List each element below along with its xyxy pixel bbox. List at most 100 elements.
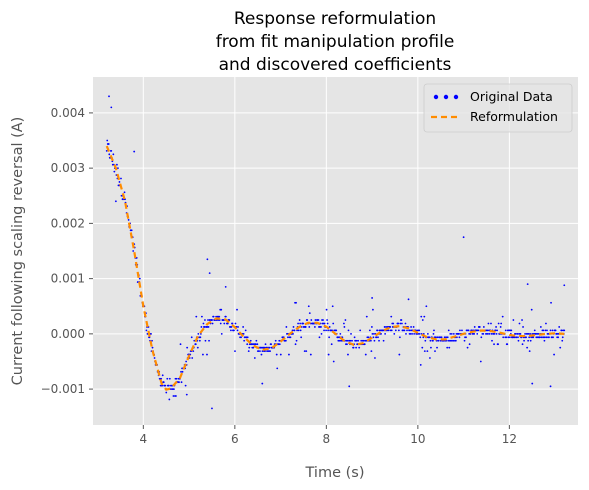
data-point	[242, 326, 245, 328]
data-point	[373, 339, 376, 342]
x-axis-ticks: 4 6 8 10 12	[140, 425, 517, 446]
data-point	[145, 329, 148, 332]
data-point	[385, 326, 388, 328]
data-point	[204, 339, 207, 342]
data-point	[168, 398, 171, 401]
data-point	[108, 95, 110, 98]
data-point	[153, 357, 156, 359]
data-point	[422, 336, 425, 339]
data-point	[355, 339, 358, 342]
data-point	[371, 297, 373, 299]
data-point	[294, 343, 297, 346]
data-point	[323, 329, 325, 332]
data-point	[549, 329, 552, 332]
data-point	[355, 346, 358, 349]
data-point	[138, 277, 141, 280]
data-point	[192, 350, 195, 353]
data-point	[469, 332, 472, 335]
data-point	[191, 357, 194, 359]
data-point	[247, 350, 250, 353]
data-point	[353, 336, 356, 339]
data-point	[264, 343, 267, 346]
data-point	[173, 388, 175, 390]
data-point	[429, 357, 431, 359]
data-point	[524, 332, 526, 335]
data-point	[246, 336, 249, 339]
data-point	[368, 329, 371, 332]
data-point	[308, 312, 311, 315]
data-point	[432, 332, 435, 335]
data-point	[224, 315, 227, 318]
data-point	[497, 343, 500, 346]
data-point	[519, 332, 522, 335]
data-point	[331, 305, 334, 308]
data-point	[476, 332, 479, 335]
data-point	[515, 336, 518, 339]
data-point	[195, 315, 198, 318]
data-point	[207, 326, 210, 328]
data-point	[526, 346, 529, 349]
data-point	[505, 336, 508, 339]
data-point	[292, 326, 295, 328]
data-point	[546, 329, 548, 332]
data-point	[309, 353, 312, 356]
data-point	[428, 336, 431, 339]
data-point	[181, 370, 184, 373]
data-point	[493, 332, 496, 335]
data-point	[437, 339, 440, 342]
y-tick-label: 0.002	[51, 216, 85, 230]
data-point	[416, 329, 419, 332]
data-point	[545, 336, 548, 339]
data-point	[411, 332, 413, 335]
data-point	[256, 343, 259, 346]
data-point	[512, 319, 515, 321]
data-point	[521, 319, 523, 321]
chart-title-line-3: and discovered coefficients	[219, 55, 452, 75]
legend-label-reformulation: Reformulation	[470, 109, 558, 124]
data-point	[552, 336, 554, 339]
plot-area	[93, 77, 578, 425]
data-point	[230, 329, 232, 332]
data-point	[307, 305, 310, 308]
data-point	[275, 353, 278, 356]
data-point	[180, 370, 182, 373]
data-point	[454, 339, 457, 342]
data-point	[495, 326, 497, 328]
data-point	[383, 326, 386, 328]
data-point	[246, 343, 249, 346]
data-point	[162, 381, 165, 384]
reformulation-line	[105, 145, 565, 391]
data-point	[223, 322, 226, 325]
data-point	[105, 149, 108, 152]
data-point	[390, 315, 393, 318]
data-point	[184, 384, 187, 387]
data-point	[482, 326, 485, 328]
data-point	[332, 360, 335, 363]
x-tick-label: 10	[410, 432, 425, 446]
data-point	[180, 381, 183, 384]
data-point	[429, 339, 432, 342]
data-point	[465, 336, 467, 339]
data-point	[389, 326, 392, 328]
data-point	[521, 343, 524, 346]
data-point	[208, 272, 211, 274]
data-point	[347, 353, 349, 356]
data-point	[502, 336, 505, 339]
data-point	[362, 339, 365, 342]
data-point	[563, 329, 566, 332]
data-point	[168, 377, 171, 380]
data-point	[116, 163, 118, 166]
data-point	[452, 332, 455, 335]
data-point	[425, 305, 428, 308]
data-point	[234, 322, 237, 325]
data-point	[257, 350, 260, 353]
data-point	[114, 200, 117, 203]
data-point	[357, 339, 360, 342]
data-point	[409, 329, 411, 332]
data-point	[358, 346, 361, 349]
data-point	[370, 350, 373, 353]
data-point	[529, 332, 532, 335]
data-point	[211, 319, 213, 321]
data-point	[327, 353, 330, 356]
data-point	[375, 336, 378, 339]
